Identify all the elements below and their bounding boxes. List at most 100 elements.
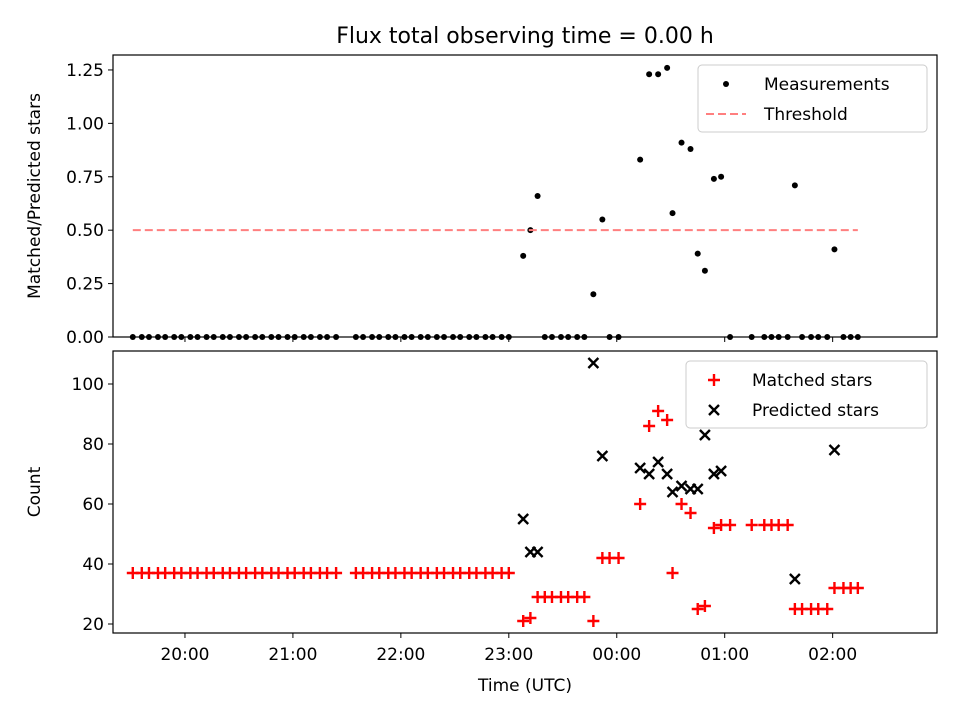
data-point [699,429,711,441]
data-point [129,334,136,340]
series-matched-stars [126,405,864,627]
data-point [178,334,185,340]
data-point [171,334,178,340]
figure-title: Flux total observing time = 0.00 h [336,24,714,49]
data-point [675,480,688,492]
legend-label: Measurements [764,75,890,95]
legend-label: Matched stars [752,371,872,391]
x-tick-label: 01:00 [700,645,749,665]
data-point [634,462,646,474]
data-point [401,334,408,340]
y-tick-label: 80 [82,435,104,455]
y-tick-label: 0.00 [66,328,104,348]
legend-label: Threshold [763,105,848,125]
data-point [637,156,644,163]
data-point [392,334,399,340]
data-point [666,567,679,579]
data-point [424,334,431,340]
data-point [761,334,768,340]
data-point [574,334,581,340]
data-point [854,334,861,340]
y-tick-label: 40 [82,555,104,575]
data-point [669,210,676,217]
data-point [466,334,473,340]
data-point [710,175,717,182]
y-tick-label: 1.25 [66,61,104,81]
data-point [450,334,457,340]
series-measurements [129,64,861,340]
data-point [781,519,794,531]
data-point [194,334,201,340]
data-point [252,334,259,340]
data-point [517,615,530,627]
data-point [324,334,331,340]
data-point [664,64,671,71]
top-panel: 0.00 0.25 0.50 0.75 1.00 1.25 Matched/Predicte… [25,54,938,348]
data-point [661,468,673,480]
data-point [596,450,609,462]
y-tick-label: 1.00 [66,114,104,134]
data-point [581,334,588,340]
data-point [615,334,622,340]
series-predicted-stars [517,357,841,585]
data-point [815,334,822,340]
y-tick-label: 0.75 [66,168,104,188]
data-point [360,334,367,340]
data-point [652,456,664,468]
data-point [691,603,704,615]
data-point [652,405,665,417]
data-point [482,334,489,340]
data-point [548,334,555,340]
data-point [498,334,505,340]
data-point [275,334,282,340]
data-point [578,591,591,603]
data-point [520,252,527,259]
data-point [840,334,847,340]
data-point [284,334,291,340]
data-point [745,519,758,531]
data-point [162,334,169,340]
data-point [235,334,242,340]
data-point [784,334,791,340]
data-point [727,334,734,340]
data-point [824,334,831,340]
data-point [707,522,720,534]
x-tick-label: 23:00 [484,645,533,665]
data-point [678,139,685,146]
data-point [203,334,210,340]
data-point [307,334,314,340]
data-point [268,334,275,340]
x-tick-label: 22:00 [376,645,425,665]
data-point [661,414,674,426]
legend-marker [708,404,720,416]
data-point [715,465,727,477]
data-point [684,507,697,519]
data-point [187,334,194,340]
data-point [300,334,307,340]
data-point [330,567,343,579]
data-point [376,334,383,340]
data-point [489,334,496,340]
data-point [333,334,340,340]
data-point [718,173,725,180]
legend-marker [708,374,720,386]
data-point [606,334,613,340]
bottom-panel: 20 40 60 80 100 20:00 21:00 22:00 23:00 00:00 01:0… [25,350,938,696]
x-tick-label: 20:00 [160,645,209,665]
data-point [557,334,564,340]
data-point [226,334,233,340]
data-point [369,334,376,340]
data-point [531,546,544,558]
x-tick-label: 00:00 [592,645,641,665]
plot-frame [112,54,938,338]
data-point [666,486,679,498]
data-point [791,182,798,189]
x-axis-label: Time (UTC) [477,676,572,696]
data-point [145,334,152,340]
legend: Matched stars Predicted stars [685,360,928,429]
y-axis-label: Count [25,466,45,517]
data-point [643,468,655,480]
data-point [587,615,600,627]
plot-frame [112,350,938,634]
